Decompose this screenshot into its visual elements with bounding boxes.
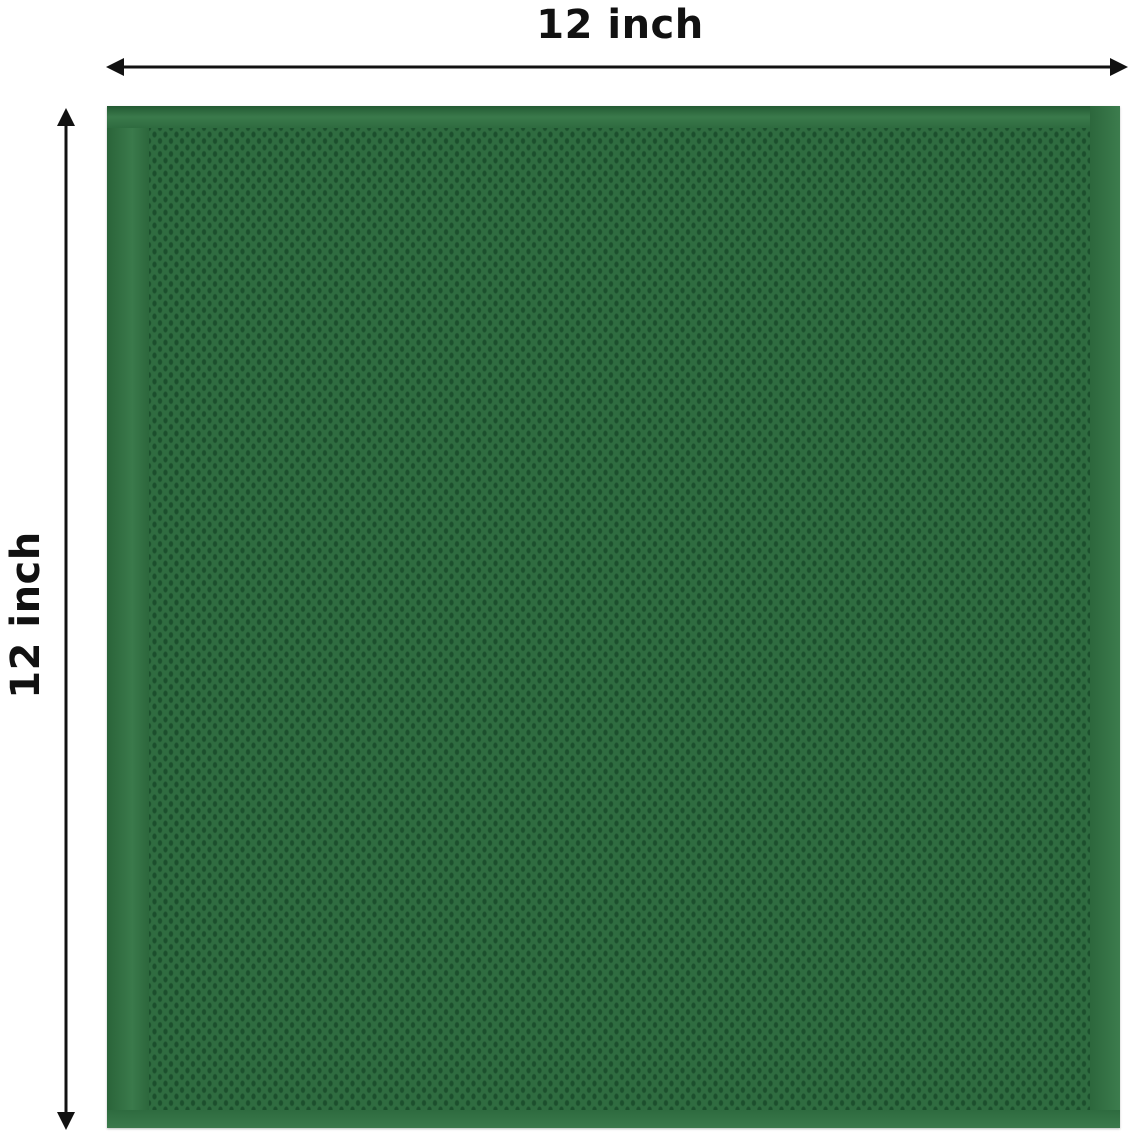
left-hem [107,106,149,1128]
bottom-hem [107,1110,1120,1128]
height-arrow-icon [57,108,75,1130]
width-dimension-label: 12 inch [536,2,704,48]
right-hem [1090,106,1120,1128]
width-arrow-icon [106,58,1128,76]
waffle-texture [149,128,1090,1110]
dishcloth-image [107,106,1120,1128]
top-hem [107,106,1120,128]
